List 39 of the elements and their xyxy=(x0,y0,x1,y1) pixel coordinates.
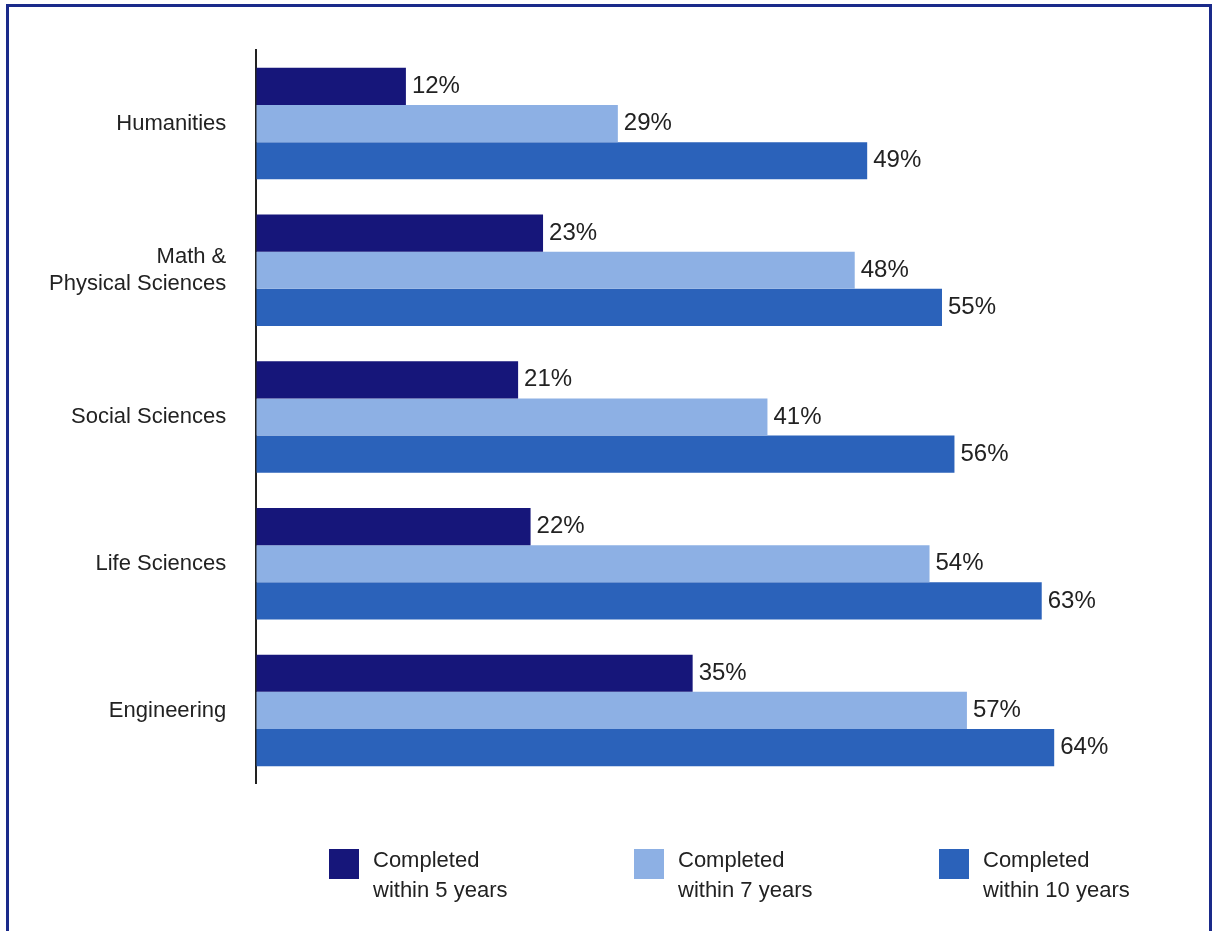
bar xyxy=(256,654,693,692)
legend-label: Completed within 7 years xyxy=(678,846,814,904)
data-label: 23% xyxy=(549,217,598,245)
y-tick-label: Social Sciences xyxy=(70,403,227,429)
category-label: Physical Sciences xyxy=(48,269,227,295)
data-label: 12% xyxy=(411,71,460,99)
bar xyxy=(256,251,855,289)
data-label: 48% xyxy=(860,254,909,282)
category-label: Math & xyxy=(156,243,227,269)
data-label: 29% xyxy=(623,108,672,136)
y-tick-label: Life Sciences xyxy=(95,549,227,575)
data-label: 57% xyxy=(972,695,1021,723)
data-label: 63% xyxy=(1047,585,1096,613)
data-label: 41% xyxy=(773,401,822,429)
data-label: 56% xyxy=(960,438,1009,466)
data-label: 55% xyxy=(947,292,997,320)
data-label: 21% xyxy=(524,364,573,392)
legend-label: Completed within 5 years xyxy=(373,846,509,904)
y-tick-label: Humanities xyxy=(116,109,227,135)
bar xyxy=(256,507,531,546)
y-tick-label: Engineering xyxy=(108,696,227,722)
data-label: 54% xyxy=(935,548,984,576)
bar xyxy=(256,288,942,327)
data-label: 64% xyxy=(1060,732,1109,760)
bar xyxy=(256,435,955,473)
data-label: 49% xyxy=(873,145,922,173)
bar xyxy=(256,582,1042,620)
bar xyxy=(256,142,868,180)
data-label: 22% xyxy=(536,511,585,539)
bar xyxy=(256,214,544,252)
legend-label: Completed within 10 years xyxy=(983,846,1131,904)
bar xyxy=(256,104,618,143)
bar xyxy=(256,545,930,583)
bar xyxy=(256,729,1055,767)
bar xyxy=(256,691,967,730)
bar xyxy=(256,361,519,399)
bar xyxy=(256,398,768,436)
bar xyxy=(256,67,406,105)
data-label: 35% xyxy=(698,657,747,685)
